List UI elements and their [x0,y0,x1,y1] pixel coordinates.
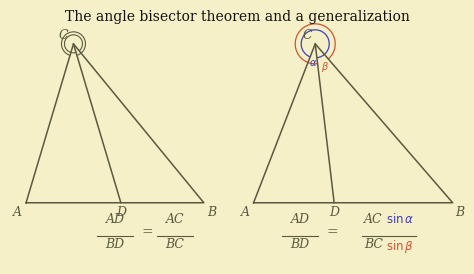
Text: A: A [241,206,250,219]
Text: $\sin\alpha$: $\sin\alpha$ [386,212,414,226]
Text: AC: AC [364,213,383,226]
Text: =: = [141,225,153,239]
Text: BD: BD [105,238,125,251]
Text: The angle bisector theorem and a generalization: The angle bisector theorem and a general… [64,10,410,24]
Text: $\sin\beta$: $\sin\beta$ [386,238,414,255]
Text: $\alpha$: $\alpha$ [309,58,317,68]
Text: BD: BD [291,238,310,251]
Text: C: C [302,29,312,42]
Text: $\beta$: $\beta$ [321,60,329,74]
Text: A: A [13,206,22,219]
Text: BC: BC [364,238,383,251]
Text: BC: BC [165,238,184,251]
Text: C: C [59,29,68,42]
Text: =: = [326,225,338,239]
Text: AD: AD [106,213,125,226]
Text: AD: AD [291,213,310,226]
Text: B: B [456,206,465,219]
Text: AC: AC [166,213,184,226]
Text: D: D [116,206,126,219]
Text: D: D [329,206,339,219]
Text: B: B [207,206,216,219]
